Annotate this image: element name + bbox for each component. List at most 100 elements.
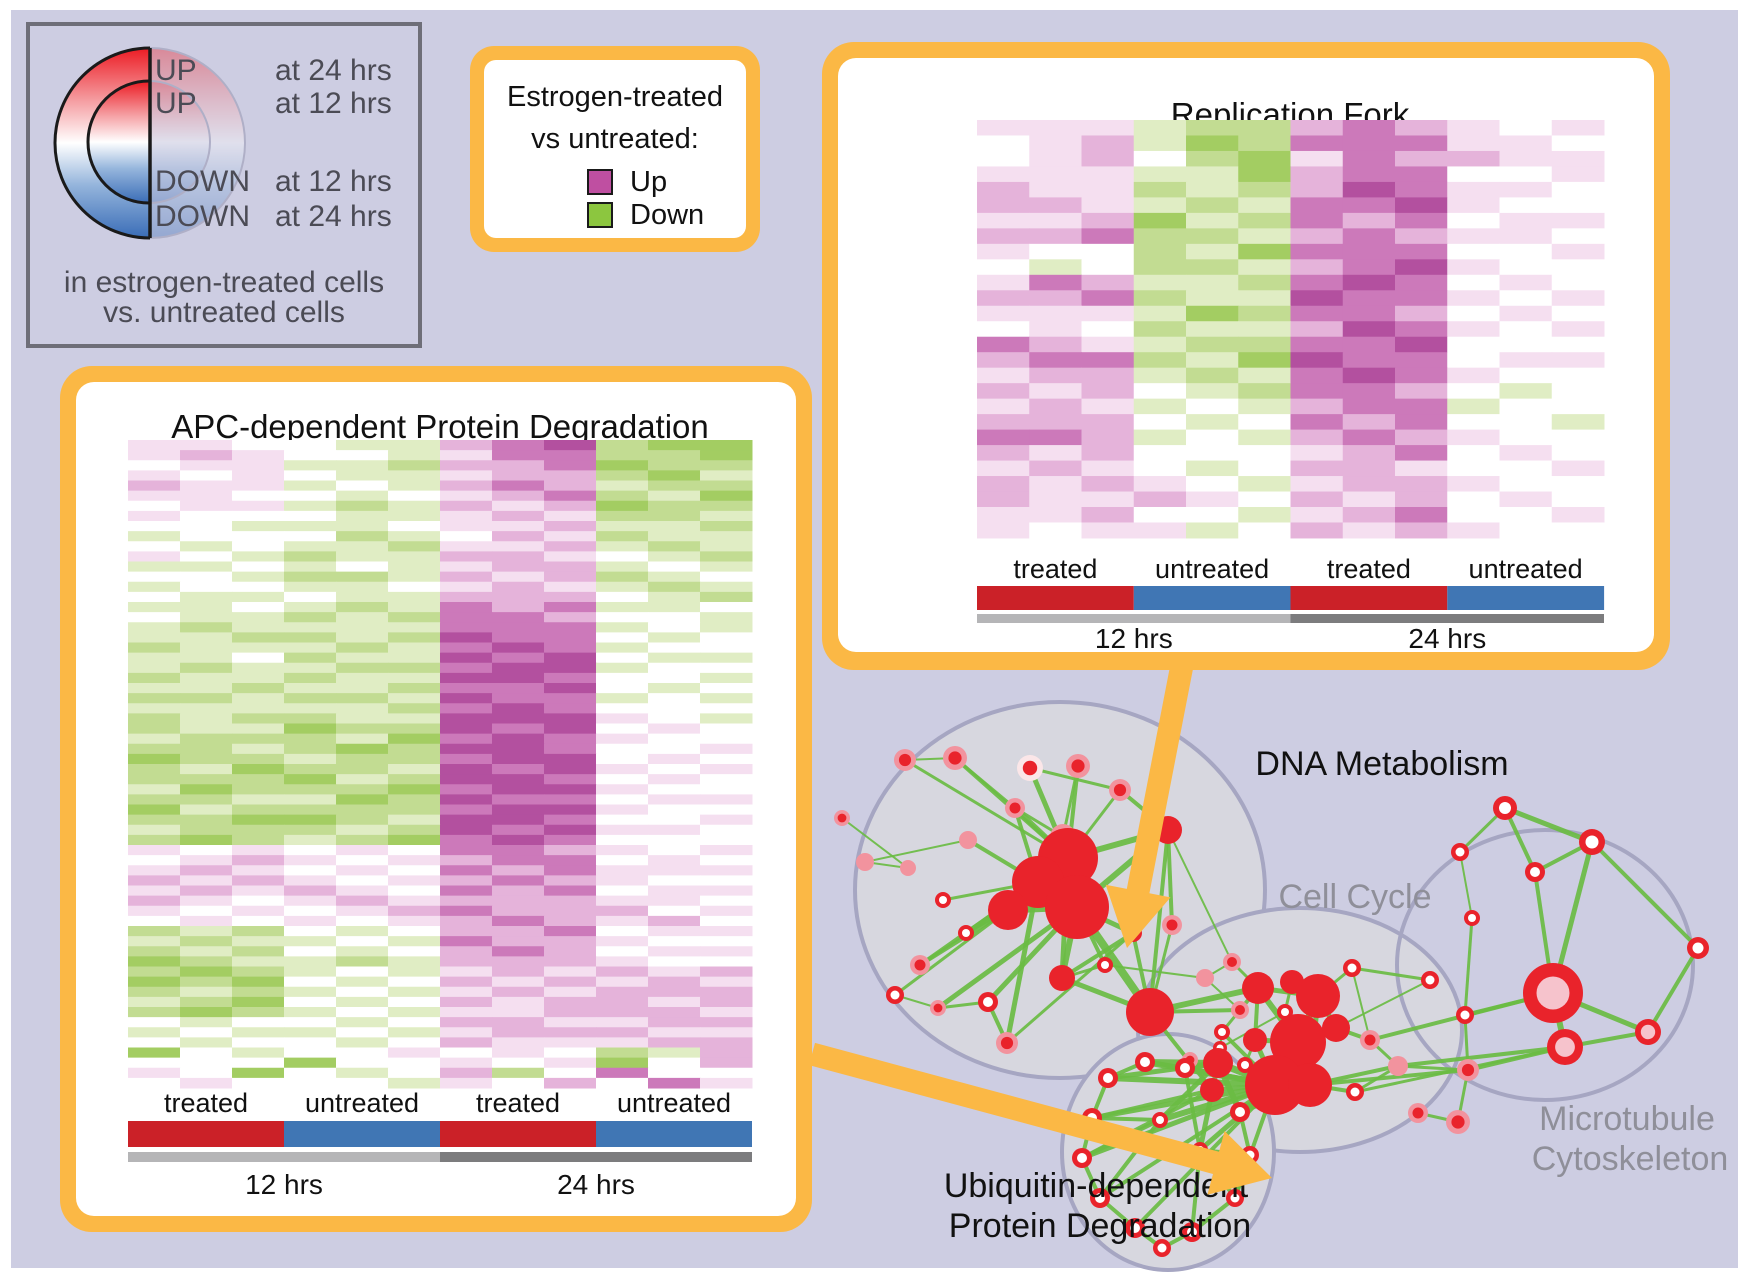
heatmap-cell xyxy=(128,936,181,947)
heatmap-cell xyxy=(596,1027,649,1038)
heatmap-cell xyxy=(1551,290,1605,307)
heatmap-cell xyxy=(977,135,1030,152)
heatmap-cell xyxy=(1499,290,1553,307)
heatmap-cell xyxy=(284,652,337,664)
heatmap-cell xyxy=(1499,228,1553,245)
network-node xyxy=(1687,937,1709,959)
heatmap-cell xyxy=(388,450,441,461)
heatmap-cell xyxy=(440,915,493,927)
heatmap-cell xyxy=(128,703,181,714)
heatmap-cell xyxy=(1029,274,1082,291)
heatmap-cell xyxy=(648,986,701,998)
heatmap-cell xyxy=(1081,321,1135,338)
heatmap-cell xyxy=(388,794,441,806)
heatmap-cell xyxy=(544,926,597,937)
heatmap-cell xyxy=(232,1077,285,1089)
heatmap-cell xyxy=(284,1017,337,1028)
heatmap-cell xyxy=(492,551,545,563)
heatmap-cell xyxy=(1186,460,1239,477)
heatmap-cell xyxy=(648,885,701,897)
heatmap-cell xyxy=(440,996,493,1008)
heatmap-cell xyxy=(388,703,441,714)
heatmap-cell xyxy=(1081,212,1135,229)
heatmap-cell xyxy=(388,551,441,563)
heatmap-cell xyxy=(284,764,337,775)
time-band-0 xyxy=(977,614,1291,623)
heatmap-cell xyxy=(1447,367,1500,384)
heatmap-cell xyxy=(180,855,233,866)
heatmap-cell xyxy=(596,753,649,765)
heatmap-cell xyxy=(544,581,597,593)
heatmap-cell xyxy=(1447,522,1500,539)
heatmap-cell xyxy=(284,946,337,957)
heatmap-cell xyxy=(388,723,441,735)
heatmap-cell xyxy=(128,602,181,613)
heatmap-cell xyxy=(544,531,597,542)
heatmap-cell xyxy=(1186,166,1239,183)
heatmap-cell xyxy=(232,470,285,482)
heatmap-cell xyxy=(700,966,753,978)
heatmap-cell xyxy=(440,946,493,957)
heatmap-cell xyxy=(180,753,233,765)
heatmap-cell xyxy=(440,581,493,593)
heatmap-cell xyxy=(700,1027,753,1038)
heatmap-cell xyxy=(1499,507,1553,523)
heatmap-cell xyxy=(1447,460,1500,477)
heatmap-cell xyxy=(284,774,337,785)
heatmap-cell xyxy=(336,662,389,674)
heatmap-cell xyxy=(1499,429,1553,446)
heatmap-cell xyxy=(440,956,493,968)
heatmap-cell xyxy=(1447,259,1500,276)
heatmap-cell xyxy=(544,1067,597,1079)
heatmap-cell xyxy=(232,875,285,887)
heatmap-cell xyxy=(648,895,701,907)
heatmap-cell xyxy=(440,460,493,471)
heatmap-cell xyxy=(596,915,649,927)
heatmap-cell xyxy=(388,1077,441,1089)
heatmap-cell xyxy=(1290,321,1344,338)
heatmap-cell xyxy=(1342,507,1396,523)
heatmap-cell xyxy=(336,622,389,633)
heatmap-cell xyxy=(648,753,701,765)
heatmap-cell xyxy=(336,1027,389,1038)
heatmap-cell xyxy=(284,561,337,573)
heatmap-cell xyxy=(1395,243,1448,260)
heatmap-cell xyxy=(284,996,337,1008)
heatmap-cell xyxy=(544,824,597,836)
heatmap-cell xyxy=(1081,367,1135,384)
heatmap-cell xyxy=(648,500,701,512)
heatmap-cell xyxy=(648,976,701,988)
network-edge xyxy=(841,817,909,869)
heatmap-cell xyxy=(648,774,701,785)
heatmap-cell xyxy=(648,612,701,623)
heatmap-cell xyxy=(544,1007,597,1018)
heatmap-cell xyxy=(648,905,701,917)
heatmap-cell xyxy=(232,480,285,492)
heatmap-cell xyxy=(180,885,233,897)
heatmap-cell xyxy=(180,915,233,927)
heatmap-cell xyxy=(336,926,389,937)
heatmap-cell xyxy=(648,814,701,826)
heatmap-cell xyxy=(128,1027,181,1038)
heatmap-cell xyxy=(388,1027,441,1038)
heatmap-cell xyxy=(440,723,493,735)
heatmap-cell xyxy=(492,713,545,725)
heatmap-cell xyxy=(1447,212,1500,229)
heatmap-cell xyxy=(284,602,337,613)
heatmap-cell xyxy=(544,885,597,897)
heatmap-cell xyxy=(1342,491,1396,508)
heatmap-cell xyxy=(596,784,649,795)
heatmap-cell xyxy=(1133,460,1187,477)
heatmap-cell xyxy=(388,693,441,704)
heatmap-cell xyxy=(336,723,389,735)
heatmap-cell xyxy=(336,764,389,775)
heatmap-cell xyxy=(544,693,597,704)
heatmap-cell xyxy=(1551,460,1605,477)
heatmap-cell xyxy=(284,865,337,876)
heatmap-cell xyxy=(284,794,337,806)
up-swatch-icon xyxy=(587,169,613,195)
heatmap-cell xyxy=(180,551,233,563)
heatmap-cell xyxy=(1395,507,1448,523)
heatmap-cell xyxy=(1499,259,1553,276)
